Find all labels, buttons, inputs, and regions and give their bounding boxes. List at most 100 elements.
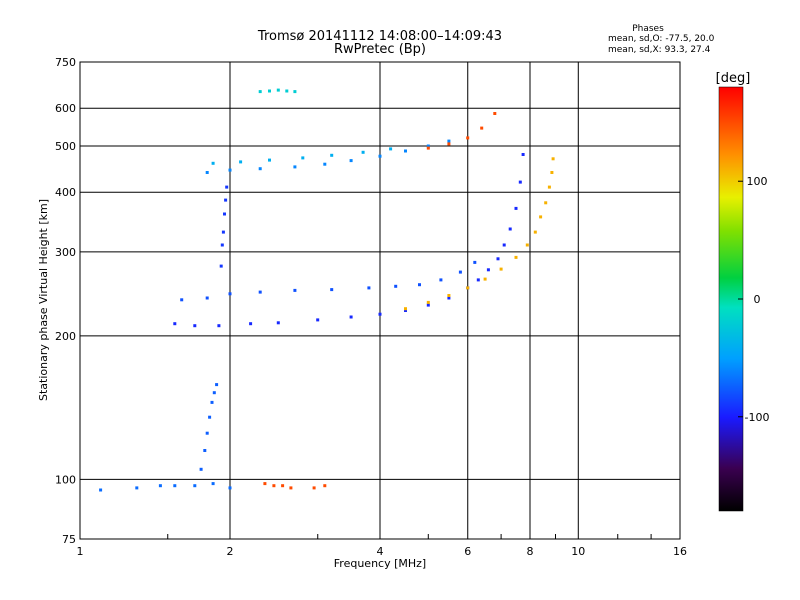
phases-o-stats: mean, sd,O: -77.5, 20.0 xyxy=(608,34,715,44)
data-point xyxy=(439,278,443,282)
data-point xyxy=(268,158,271,162)
data-point xyxy=(539,215,543,219)
data-point xyxy=(404,309,407,312)
y-tick-label: 200 xyxy=(55,330,76,343)
data-point xyxy=(210,400,214,404)
x-tick-label: 16 xyxy=(673,545,687,558)
data-point xyxy=(483,277,487,281)
data-point xyxy=(211,161,215,165)
data-point xyxy=(224,198,228,202)
data-point xyxy=(193,324,197,328)
data-point xyxy=(349,159,353,163)
data-point xyxy=(205,171,209,174)
data-point xyxy=(447,296,451,300)
data-point xyxy=(447,139,451,143)
data-point xyxy=(293,288,297,292)
data-point xyxy=(493,112,497,115)
data-point xyxy=(525,243,529,247)
data-point xyxy=(496,257,500,261)
x-tick-label: 1 xyxy=(77,545,84,558)
data-point xyxy=(458,270,462,274)
data-point xyxy=(502,243,506,247)
data-point xyxy=(219,264,223,268)
x-axis-label: Frequency [MHz] xyxy=(334,557,426,570)
data-point xyxy=(208,415,212,419)
data-point xyxy=(349,315,353,319)
data-point xyxy=(205,296,209,300)
data-point xyxy=(447,142,451,146)
data-point xyxy=(199,467,203,471)
data-point xyxy=(268,89,271,93)
data-point xyxy=(476,278,480,282)
data-point xyxy=(514,206,518,210)
data-point xyxy=(276,321,280,325)
data-point xyxy=(225,185,229,189)
data-point xyxy=(316,318,320,322)
data-point xyxy=(223,212,226,216)
data-point xyxy=(521,153,525,156)
data-point xyxy=(323,484,327,488)
x-tick-label: 2 xyxy=(227,545,234,558)
y-tick-label: 400 xyxy=(55,186,76,199)
data-point xyxy=(466,286,470,290)
data-point xyxy=(289,486,293,490)
data-point xyxy=(272,484,276,488)
data-points xyxy=(99,88,555,492)
data-point xyxy=(293,90,297,94)
data-point xyxy=(378,154,382,158)
data-point xyxy=(258,90,262,94)
plot-grid xyxy=(80,62,680,539)
phases-x-stats: mean, sd,X: 93.3, 27.4 xyxy=(608,45,711,55)
data-point xyxy=(212,391,216,395)
data-point xyxy=(312,486,316,490)
data-point xyxy=(220,243,224,247)
data-point xyxy=(173,484,177,488)
data-point xyxy=(99,488,103,492)
data-point xyxy=(418,283,421,287)
colorbar-tick-label: -100 xyxy=(745,411,770,424)
data-point xyxy=(367,286,371,290)
y-tick-label: 75 xyxy=(62,533,76,546)
data-point xyxy=(514,255,518,259)
data-point xyxy=(544,201,548,205)
chart-title: Tromsø 20141112 14:08:00–14:09:43 xyxy=(257,29,502,44)
y-tick-label: 600 xyxy=(55,102,76,115)
data-point xyxy=(426,303,430,307)
data-point xyxy=(404,307,407,311)
colorbar-ticks: 100 0 -100 xyxy=(738,175,769,424)
data-point xyxy=(323,162,327,166)
x-tick-label: 6 xyxy=(464,545,471,558)
y-tick-label: 300 xyxy=(55,246,76,259)
data-point xyxy=(258,290,262,294)
data-point xyxy=(447,294,451,297)
data-point xyxy=(205,431,209,435)
y-axis-label: Stationary phase Virtual Height [km] xyxy=(37,199,50,401)
data-point xyxy=(518,180,522,184)
y-axis-ticks: 75 100 200 300 400 500 600 750 xyxy=(55,56,76,546)
colorbar-tick-label: 0 xyxy=(754,293,761,306)
data-point xyxy=(426,144,430,148)
data-point xyxy=(508,227,512,231)
data-point xyxy=(158,484,162,488)
x-axis-ticks: 1 2 4 6 8 10 16 xyxy=(77,534,687,558)
data-point xyxy=(263,482,267,486)
data-point xyxy=(473,260,477,264)
x-tick-label: 4 xyxy=(377,545,384,558)
data-point xyxy=(533,230,537,234)
data-point xyxy=(249,322,253,326)
data-point xyxy=(203,449,207,452)
data-point xyxy=(217,324,221,328)
data-point xyxy=(394,284,398,288)
data-point xyxy=(281,484,285,488)
data-point xyxy=(551,157,555,161)
data-point xyxy=(293,165,297,169)
data-point xyxy=(239,160,243,164)
data-point xyxy=(228,486,232,490)
data-point xyxy=(228,168,232,172)
data-point xyxy=(480,126,484,130)
colorbar-tick-label: 100 xyxy=(747,175,768,188)
plot-frame xyxy=(79,61,681,540)
x-tick-label: 10 xyxy=(571,545,585,558)
data-point xyxy=(173,322,177,326)
